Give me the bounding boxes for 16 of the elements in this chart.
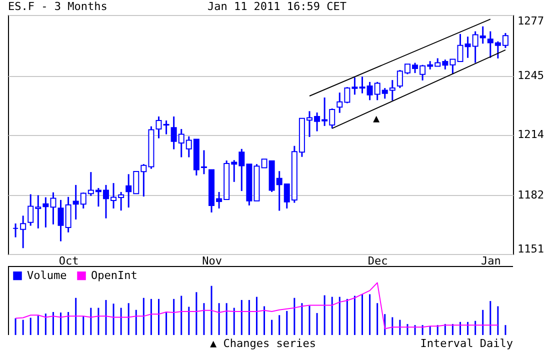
y-tick-label: 1214 [518, 128, 544, 141]
legend-label: OpenInt [91, 268, 138, 282]
x-tick-label: Oct [58, 254, 79, 268]
text: ▲ Changes series [210, 337, 316, 350]
x-tick-label: Nov [202, 254, 222, 268]
y-tick-label: 1151 [518, 242, 544, 256]
x-tick-label: Dec [368, 254, 388, 268]
y-tick-label: 1245 [518, 69, 544, 82]
chart-title: ES.F - 3 Months [8, 0, 108, 13]
legend-label: Volume [27, 268, 67, 282]
annotation: ▲ [373, 112, 380, 125]
chart-subtitle: Jan 11 2011 16:59 CET [206, 0, 348, 13]
y-tick-label: 1182 [518, 188, 544, 202]
y-tick-label: 1277 [518, 14, 544, 28]
x-tick-label: Jan [480, 254, 501, 268]
text: Interval Daily [420, 337, 513, 350]
